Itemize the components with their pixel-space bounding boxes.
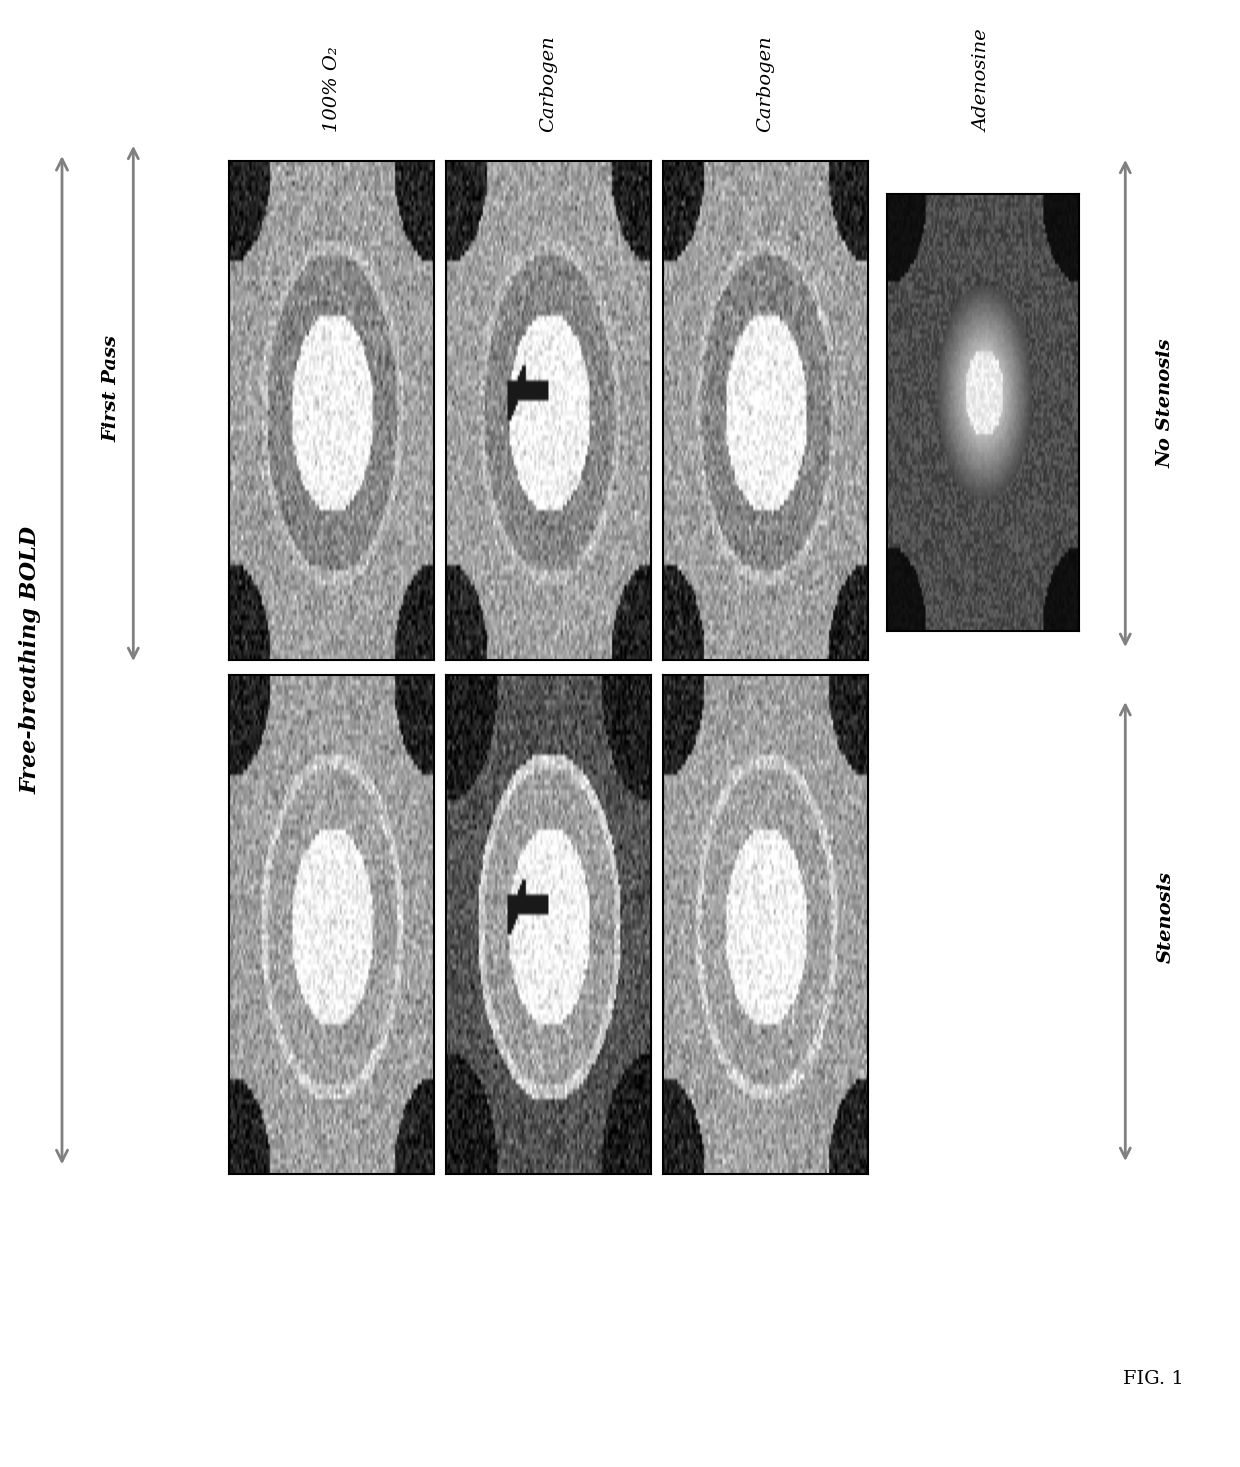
Text: FIG. 1: FIG. 1 [1123, 1370, 1183, 1388]
Text: First Pass: First Pass [103, 336, 120, 442]
Text: Carbogen: Carbogen [756, 35, 775, 132]
Text: Adenosine: Adenosine [973, 29, 992, 132]
Text: Stenosis: Stenosis [1157, 871, 1174, 962]
Text: No Stenosis: No Stenosis [1157, 339, 1174, 468]
Text: Free-breathing BOLD: Free-breathing BOLD [20, 527, 42, 794]
Text: Carbogen: Carbogen [539, 35, 558, 132]
Text: 100% O₂: 100% O₂ [322, 47, 341, 132]
